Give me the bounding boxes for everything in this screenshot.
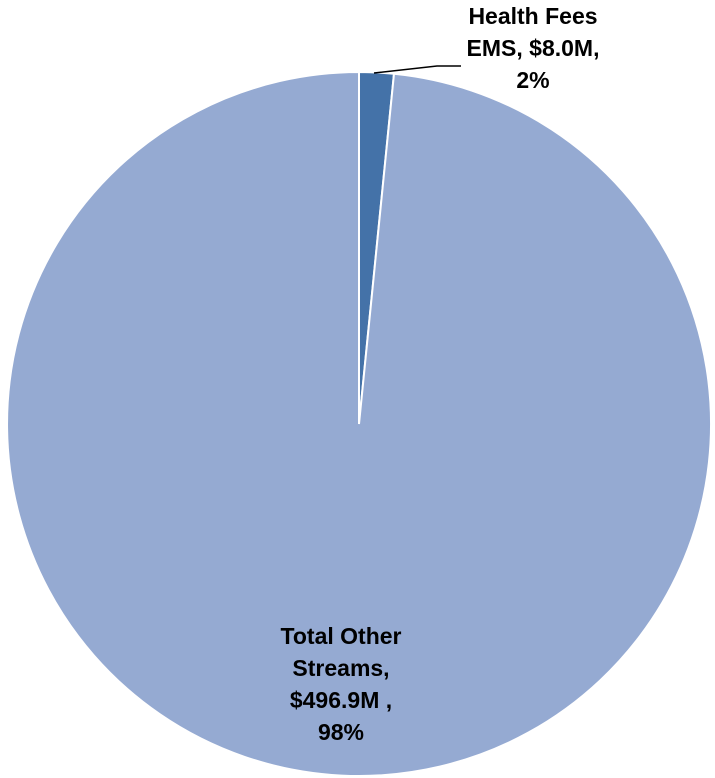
slice-label-total-other-streams: Total Other Streams, $496.9M , 98% [281,623,402,745]
slice-label-line: EMS, $8.0M, [467,35,600,61]
slice-label-line: $496.9M , [290,687,392,713]
leader-line-health-fees-ems [373,65,461,74]
slice-label-line: 98% [318,719,364,745]
slice-label-health-fees-ems: Health Fees EMS, $8.0M, 2% [467,3,600,93]
slice-label-line: 2% [516,67,549,93]
slice-label-line: Health Fees [468,3,597,29]
pie-slice-total-other-streams [6,70,713,777]
slice-label-line: Total Other [281,623,402,649]
slice-label-line: Streams, [292,655,389,681]
